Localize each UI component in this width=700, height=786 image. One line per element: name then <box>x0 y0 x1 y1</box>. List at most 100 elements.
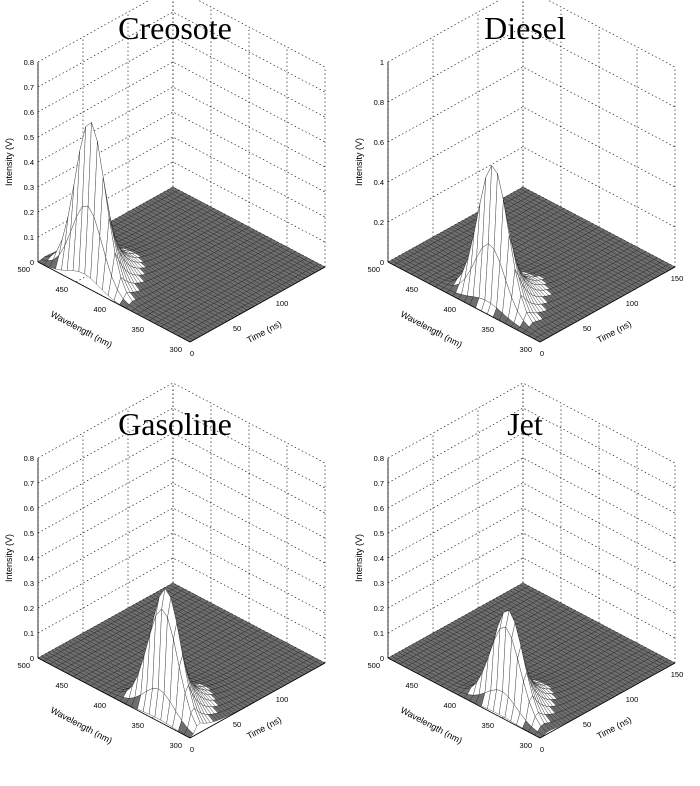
time-tick-label: 0 <box>190 745 194 754</box>
wavelength-tick-label: 450 <box>405 285 418 294</box>
intensity-axis-label: Intensity (V) <box>4 138 14 186</box>
z-gridline <box>37 111 326 193</box>
wavelength-axis-label: Wavelength (nm) <box>399 309 464 350</box>
wavelength-axis-line <box>37 657 191 739</box>
surface-plot-gasoline: 00.10.20.30.40.50.60.70.8500450400350300… <box>4 382 326 754</box>
z-tick-label: 0.5 <box>374 529 384 538</box>
time-tick-label: 150 <box>671 670 684 679</box>
wavelength-tick-label: 450 <box>55 285 68 294</box>
z-tick-label: 0.7 <box>24 479 34 488</box>
time-axis-line <box>539 662 676 739</box>
surface-mesh <box>387 582 676 739</box>
z-gridline <box>387 382 676 464</box>
wavelength-tick-label: 400 <box>93 701 106 710</box>
z-tick-label: 0 <box>30 654 34 663</box>
time-tick-label: 0 <box>190 349 194 358</box>
z-tick-label: 0 <box>380 258 384 267</box>
wavelength-axis-label: Wavelength (nm) <box>49 309 114 350</box>
z-gridline <box>387 432 676 514</box>
z-gridline <box>37 86 326 168</box>
wavelength-axis-line <box>387 261 541 343</box>
z-tick-label: 1 <box>380 58 384 67</box>
wavelength-tick-label: 500 <box>17 265 30 274</box>
wavelength-tick-label: 450 <box>55 681 68 690</box>
intensity-axis-label: Intensity (V) <box>354 138 364 186</box>
z-gridline <box>387 106 676 188</box>
time-tick-label: 0 <box>540 745 544 754</box>
z-gridline <box>37 382 326 464</box>
time-axis-label: Time (ns) <box>595 715 633 742</box>
z-gridline <box>37 136 326 218</box>
time-tick-label: 100 <box>626 695 639 704</box>
time-tick-label: 50 <box>583 720 591 729</box>
z-gridline <box>387 532 676 614</box>
wavelength-tick-label: 400 <box>443 701 456 710</box>
wavelength-tick-label: 300 <box>169 345 182 354</box>
z-gridline <box>37 36 326 118</box>
time-tick-label: 150 <box>671 274 684 283</box>
time-axis-label: Time (ns) <box>245 715 283 742</box>
z-tick-label: 0.1 <box>24 629 34 638</box>
time-tick-label: 100 <box>626 299 639 308</box>
wavelength-tick-label: 450 <box>405 681 418 690</box>
z-tick-label: 0 <box>380 654 384 663</box>
z-tick-label: 0.1 <box>24 233 34 242</box>
z-gridline <box>37 457 326 539</box>
surface-mesh <box>37 122 326 343</box>
z-tick-label: 0.8 <box>374 454 384 463</box>
z-gridline <box>37 507 326 589</box>
chart-title: Creosote <box>118 10 232 46</box>
z-tick-label: 0.4 <box>24 554 34 563</box>
wavelength-tick-label: 400 <box>93 305 106 314</box>
surface-plot-creosote: 00.10.20.30.40.50.60.70.8500450400350300… <box>4 0 326 358</box>
z-gridline <box>37 61 326 143</box>
z-gridline <box>387 146 676 228</box>
wavelength-tick-label: 300 <box>519 345 532 354</box>
time-axis-line <box>189 266 326 343</box>
chart-title: Jet <box>507 406 543 442</box>
z-gridline <box>387 26 676 108</box>
z-gridline <box>37 482 326 564</box>
z-tick-label: 0.2 <box>24 604 34 613</box>
z-tick-label: 0.8 <box>24 58 34 67</box>
z-tick-label: 0.8 <box>374 98 384 107</box>
wavelength-tick-label: 500 <box>367 265 380 274</box>
z-gridline <box>387 507 676 589</box>
z-tick-label: 0.3 <box>24 183 34 192</box>
time-axis-line <box>539 266 676 343</box>
z-tick-label: 0.2 <box>374 218 384 227</box>
intensity-axis-label: Intensity (V) <box>354 534 364 582</box>
z-tick-label: 0.5 <box>24 133 34 142</box>
z-tick-label: 0.3 <box>24 579 34 588</box>
z-tick-label: 0.3 <box>374 579 384 588</box>
z-gridline <box>37 0 326 68</box>
z-tick-label: 0.4 <box>374 178 384 187</box>
z-tick-label: 0 <box>30 258 34 267</box>
surface-mesh <box>37 582 326 739</box>
wavelength-axis-line <box>37 261 191 343</box>
wavelength-tick-label: 350 <box>131 325 144 334</box>
z-gridline <box>37 532 326 614</box>
wavelength-axis-label: Wavelength (nm) <box>399 705 464 746</box>
wavelength-tick-label: 500 <box>367 661 380 670</box>
z-gridline <box>387 557 676 639</box>
surface-mesh <box>387 164 676 343</box>
wavelength-tick-label: 300 <box>519 741 532 750</box>
z-gridline <box>387 0 676 68</box>
z-tick-label: 0.4 <box>24 158 34 167</box>
surface-plot-jet: 00.10.20.30.40.50.60.70.8500450400350300… <box>354 382 684 754</box>
z-gridline <box>37 557 326 639</box>
panel-diesel: Diesel 0 0.2 0.4 0.6 0.8 1 500 450 400 350 300 0 50 1… <box>350 0 700 390</box>
z-gridline <box>37 11 326 93</box>
z-tick-label: 0.8 <box>24 454 34 463</box>
z-gridline <box>37 161 326 243</box>
wavelength-tick-label: 350 <box>481 721 494 730</box>
z-gridline <box>387 407 676 489</box>
time-tick-label: 100 <box>276 299 289 308</box>
wavelength-axis-label: Wavelength (nm) <box>49 705 114 746</box>
z-tick-label: 0.4 <box>374 554 384 563</box>
time-tick-label: 50 <box>233 720 241 729</box>
panel-gasoline: Gasoline 0 0.1 0.2 0.3 0.4 0.5 0.6 0.7 0.8 500 450… <box>0 382 350 786</box>
time-axis-line <box>189 662 326 739</box>
wavelength-tick-label: 300 <box>169 741 182 750</box>
